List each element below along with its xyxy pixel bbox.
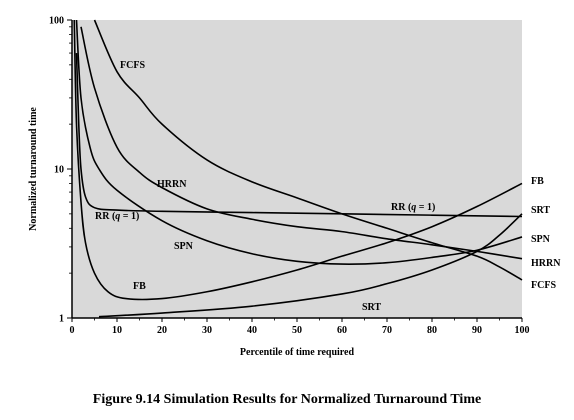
x-axis-title: Percentile of time required bbox=[240, 347, 355, 358]
series-label-srt: SRT bbox=[362, 302, 381, 313]
series-end-label-spn: SPN bbox=[531, 234, 551, 245]
x-tick-label: 0 bbox=[70, 325, 75, 336]
series-label-fcfs: FCFS bbox=[120, 60, 145, 71]
series-end-label-fb: FB bbox=[531, 176, 544, 187]
series-line-hrrn bbox=[80, 26, 523, 260]
x-tick-label: 50 bbox=[292, 325, 302, 336]
x-tick-label: 90 bbox=[472, 325, 482, 336]
x-tick-label: 30 bbox=[202, 325, 212, 336]
x-tick-label: 80 bbox=[427, 325, 437, 336]
series-label-rr-q-1: RR (q = 1) bbox=[95, 211, 139, 222]
x-tick-label: 40 bbox=[247, 325, 257, 336]
y-tick-label: 1 bbox=[59, 314, 64, 325]
x-tick-label: 20 bbox=[157, 325, 167, 336]
series-end-label-fcfs: FCFS bbox=[531, 280, 556, 291]
series-end-label-hrrn: HRRN bbox=[531, 258, 561, 269]
series-line-srt bbox=[98, 213, 523, 318]
y-axis-title: Normalized turnaround time bbox=[28, 107, 39, 231]
y-tick-label: 10 bbox=[54, 165, 64, 176]
series-end-label-srt: SRT bbox=[531, 205, 550, 216]
series-label-spn: SPN bbox=[174, 241, 194, 252]
x-tick-label: 70 bbox=[382, 325, 392, 336]
x-tick-label: 100 bbox=[515, 325, 530, 336]
x-tick-label: 10 bbox=[112, 325, 122, 336]
series-label-fb: FB bbox=[133, 281, 146, 292]
series-line-fcfs bbox=[93, 19, 523, 281]
y-tick-label: 100 bbox=[49, 16, 64, 27]
series-line-spn bbox=[75, 19, 523, 265]
series-line-fb bbox=[73, 19, 523, 301]
x-tick-label: 60 bbox=[337, 325, 347, 336]
series-line-rr-q-1 bbox=[75, 53, 523, 218]
series-label-hrrn: HRRN bbox=[157, 179, 187, 190]
figure-caption: Figure 9.14 Simulation Results for Norma… bbox=[92, 392, 482, 407]
series-label-rr-q-1: RR (q = 1) bbox=[391, 202, 435, 213]
plot-area bbox=[72, 20, 522, 318]
